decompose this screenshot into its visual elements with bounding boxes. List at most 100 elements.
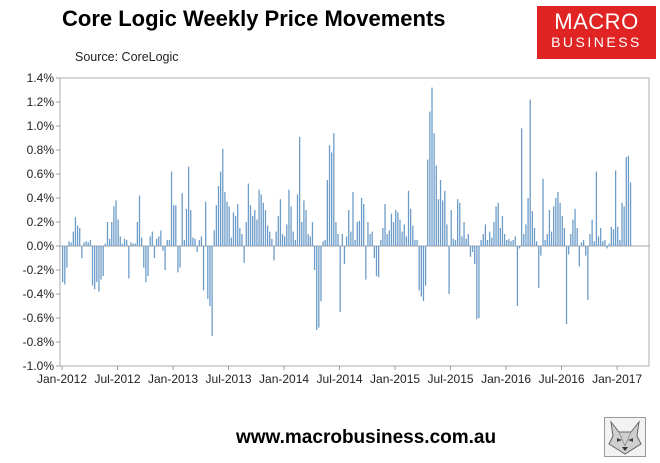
bar (465, 238, 467, 246)
bar (568, 246, 570, 255)
bar (224, 192, 226, 246)
bar (108, 238, 111, 246)
bar (286, 224, 288, 246)
x-axis: Jan-2012 Jul-2012 Jan-2013 Jul-2013 Jan-2014… (37, 366, 642, 386)
bar (557, 192, 559, 246)
bar (234, 216, 237, 246)
bar (275, 231, 277, 246)
bar (333, 133, 335, 246)
bar (170, 171, 173, 246)
bar (335, 222, 337, 246)
bar (555, 198, 557, 246)
bar (623, 206, 625, 246)
bar (589, 234, 591, 246)
bar (369, 234, 371, 246)
bar (506, 240, 508, 246)
bar (239, 228, 241, 246)
bar (123, 238, 126, 246)
bar (371, 231, 373, 246)
bar (499, 228, 501, 246)
bar (469, 246, 472, 257)
bar (138, 195, 141, 246)
bar (260, 194, 262, 246)
bar (187, 166, 190, 246)
wolf-logo-icon (604, 417, 646, 457)
bar (514, 236, 516, 246)
bar (625, 157, 627, 246)
bar (296, 194, 299, 246)
bar (322, 241, 324, 246)
y-tick-label: -1.0% (23, 359, 55, 373)
bar (565, 246, 568, 324)
bar (350, 231, 352, 246)
y-tick-label: 0.0% (27, 239, 55, 253)
bar (219, 171, 222, 246)
bar (155, 238, 158, 246)
bar (348, 210, 350, 246)
bar (518, 246, 521, 249)
bar (207, 246, 209, 299)
bar (181, 193, 183, 246)
bar (343, 246, 346, 264)
bar (241, 234, 243, 246)
bar (111, 222, 113, 246)
bar (145, 246, 147, 282)
bar (407, 190, 410, 246)
bar (467, 234, 469, 246)
bar (548, 210, 551, 246)
bar (209, 246, 211, 306)
bar (531, 211, 533, 246)
bar (341, 234, 343, 246)
bar (508, 238, 510, 246)
bar (198, 240, 200, 246)
bar (412, 225, 414, 246)
bar (459, 202, 461, 246)
bar (410, 208, 412, 246)
bar (309, 236, 311, 246)
bar (117, 219, 119, 246)
bar (621, 202, 623, 246)
bar (91, 246, 94, 286)
bar (160, 230, 162, 246)
bar (542, 178, 544, 246)
bar (497, 202, 499, 246)
bar (196, 246, 198, 252)
bar (68, 241, 70, 246)
y-tick-label: 0.2% (27, 215, 55, 229)
bar (147, 246, 149, 276)
bar (164, 246, 166, 270)
y-tick-label: 0.6% (27, 167, 55, 181)
bar (439, 180, 442, 246)
bar (76, 225, 79, 246)
bar (190, 210, 192, 246)
bar (252, 216, 254, 246)
bar (121, 243, 124, 246)
bar (461, 236, 463, 246)
bar (153, 246, 156, 258)
bar (403, 224, 405, 246)
bar (74, 217, 77, 246)
chart-source: Source: CoreLogic (75, 50, 179, 64)
bar (113, 206, 115, 246)
bar (595, 171, 598, 246)
bar (390, 213, 393, 246)
x-tick-label: Jan-2017 (592, 372, 642, 386)
bar (192, 237, 194, 246)
bar (237, 204, 239, 246)
bar (448, 246, 450, 294)
bar (305, 210, 307, 246)
bar (484, 224, 487, 246)
bar (533, 228, 536, 246)
bar (580, 242, 583, 246)
bar (194, 238, 196, 246)
y-axis: -1.0% -0.8% -0.6% -0.4% -0.2% 0.0% 0.2% 0.4% 0.6… (23, 71, 60, 373)
bar (179, 246, 181, 268)
bar (352, 192, 354, 246)
x-tick-label: Jul-2013 (206, 372, 252, 386)
macrobusiness-logo: MACRO BUSINESS (537, 6, 656, 59)
bar (62, 246, 64, 282)
bar (228, 206, 230, 246)
bar (525, 224, 527, 246)
bar (158, 236, 160, 246)
bar (258, 189, 260, 246)
